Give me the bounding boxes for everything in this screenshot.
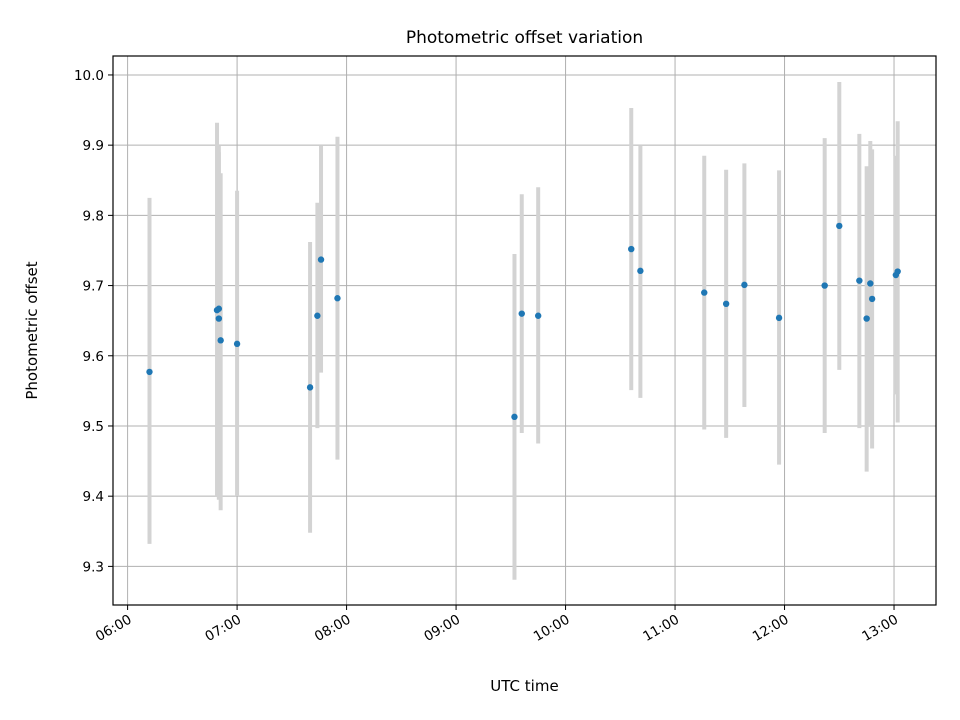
- data-point: [856, 277, 863, 284]
- x-tick-label: 06:00: [93, 612, 135, 645]
- x-tick-label: 08:00: [312, 612, 354, 645]
- data-point: [314, 312, 321, 319]
- x-axis-ticks: 06:00 07:00 08:00 09:00 10:00 11:00 12:00 13:00: [93, 605, 901, 645]
- data-point: [836, 222, 843, 230]
- x-tick-label: 09:00: [421, 612, 463, 645]
- data-point: [741, 281, 748, 289]
- data-point: [894, 268, 901, 275]
- y-tick-label: 9.8: [83, 208, 104, 224]
- y-tick-label: 9.7: [83, 279, 104, 295]
- data-point: [233, 340, 241, 348]
- x-axis-label: UTC time: [490, 677, 558, 695]
- data-point: [701, 289, 708, 296]
- y-axis-label: Photometric offset: [23, 261, 41, 399]
- data-point: [518, 310, 525, 317]
- y-axis-ticks: 9.3 9.4 9.5 9.6 9.7 9.8 9.9 10.0: [74, 68, 113, 575]
- y-tick-label: 10.0: [74, 68, 104, 84]
- data-point: [306, 384, 314, 391]
- data-point: [146, 368, 153, 376]
- y-tick-label: 9.9: [83, 138, 104, 154]
- x-tick-label: 10:00: [531, 612, 573, 645]
- x-tick-label: 12:00: [750, 612, 792, 645]
- data-point: [511, 413, 518, 421]
- x-tick-label: 13:00: [859, 612, 901, 645]
- y-tick-label: 9.5: [83, 419, 104, 435]
- chart-title: Photometric offset variation: [406, 28, 643, 48]
- plot-area-frame: [112, 55, 937, 606]
- data-point: [334, 295, 341, 302]
- y-tick-label: 9.3: [83, 559, 104, 575]
- data-point: [863, 315, 870, 322]
- x-tick-label: 11:00: [640, 612, 682, 645]
- error-bar-layer: [147, 81, 900, 580]
- data-point: [867, 280, 874, 287]
- data-point: [821, 282, 828, 289]
- data-point-layer: [146, 222, 901, 421]
- data-point: [217, 337, 224, 344]
- grid-layer: [113, 56, 936, 605]
- data-point: [628, 245, 635, 253]
- y-tick-label: 9.4: [83, 489, 104, 505]
- data-point: [215, 315, 223, 322]
- data-point: [722, 300, 730, 308]
- x-tick-label: 07:00: [202, 612, 244, 645]
- data-point: [317, 256, 325, 263]
- data-point: [637, 267, 644, 275]
- data-point: [534, 312, 542, 319]
- data-point: [868, 295, 876, 303]
- data-point: [215, 305, 223, 312]
- y-tick-label: 9.6: [83, 349, 104, 365]
- data-point: [775, 314, 783, 322]
